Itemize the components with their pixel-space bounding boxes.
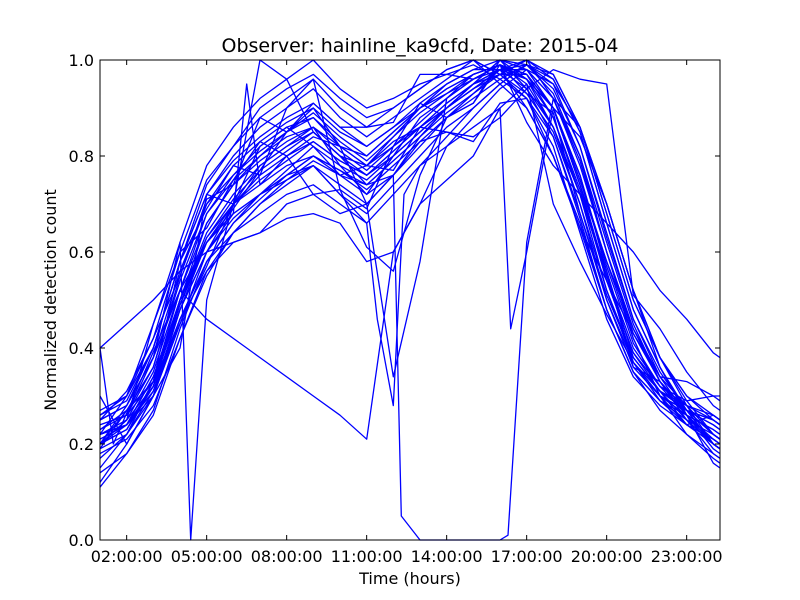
- x-tick-label: 17:00:00: [491, 547, 563, 566]
- y-tick-label: 0.8: [69, 147, 94, 166]
- x-tick-label: 08:00:00: [251, 547, 323, 566]
- x-axis-ticks: 02:00:00 05:00:00 08:00:00 11:00:00 14:00:00…: [91, 60, 723, 566]
- series-line-20: [99, 64, 721, 445]
- y-tick-label: 0.6: [69, 243, 94, 262]
- x-axis-title: Time (hours): [358, 569, 461, 588]
- series-line-34: [99, 64, 721, 464]
- y-tick-label: 0.2: [69, 435, 94, 454]
- series-line-9: [99, 59, 721, 445]
- y-tick-label: 0.4: [69, 339, 94, 358]
- chart-title: Observer: hainline_ka9cfd, Date: 2015-04: [222, 35, 619, 57]
- series-line-35: [99, 68, 721, 445]
- series-line-31: [99, 68, 721, 541]
- y-tick-label: 1.0: [69, 51, 94, 70]
- series-line-23: [99, 64, 721, 426]
- series-line-19: [99, 64, 721, 431]
- y-axis-title: Normalized detection count: [41, 189, 60, 411]
- series-line-28: [99, 64, 721, 445]
- series-line-27: [99, 59, 721, 445]
- x-tick-label: 11:00:00: [331, 547, 403, 566]
- series-line-22: [99, 59, 721, 450]
- x-tick-label: 02:00:00: [91, 547, 163, 566]
- x-tick-label: 23:00:00: [651, 547, 723, 566]
- y-axis-ticks: 0.0 0.2 0.4 0.6 0.8 1.0: [69, 51, 720, 550]
- plot-frame: [99, 59, 721, 541]
- y-tick-label: 0.0: [69, 531, 94, 550]
- x-tick-label: 05:00:00: [171, 547, 243, 566]
- x-tick-label: 14:00:00: [411, 547, 483, 566]
- x-tick-label: 20:00:00: [571, 547, 643, 566]
- series-lines: [99, 59, 721, 541]
